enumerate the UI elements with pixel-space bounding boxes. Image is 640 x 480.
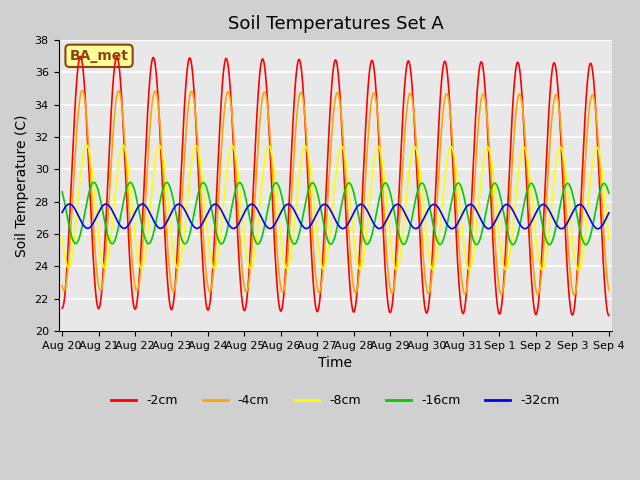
- Title: Soil Temperatures Set A: Soil Temperatures Set A: [228, 15, 444, 33]
- Y-axis label: Soil Temperature (C): Soil Temperature (C): [15, 114, 29, 257]
- Legend: -2cm, -4cm, -8cm, -16cm, -32cm: -2cm, -4cm, -8cm, -16cm, -32cm: [106, 389, 564, 412]
- X-axis label: Time: Time: [319, 356, 353, 370]
- Text: BA_met: BA_met: [70, 49, 129, 63]
